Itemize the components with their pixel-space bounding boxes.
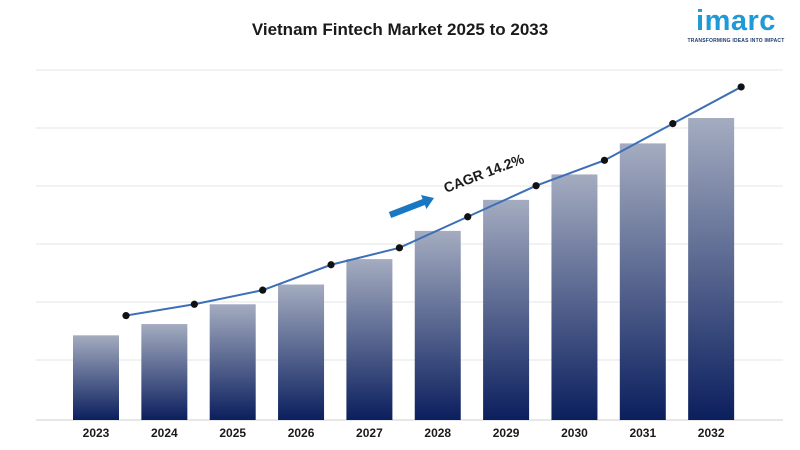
bar-2024 <box>141 324 188 420</box>
bar-2032 <box>688 117 735 420</box>
cagr-arrow-icon <box>388 194 434 218</box>
x-tick-label: 2025 <box>219 426 246 440</box>
trend-line-path <box>125 86 742 317</box>
x-tick-label: 2030 <box>561 426 588 440</box>
chart-title: Vietnam Fintech Market 2025 to 2033 <box>251 20 549 39</box>
trend-point-2029 <box>532 182 540 190</box>
trend-point-2028 <box>464 213 472 221</box>
x-tick-label: 2028 <box>424 426 451 440</box>
bar-2025 <box>209 304 256 420</box>
trend-point-2026 <box>327 261 335 269</box>
x-tick-label: 2031 <box>629 426 656 440</box>
trend-line <box>122 83 745 320</box>
trend-point-2027 <box>395 244 403 252</box>
logo-wordmark: imarc <box>696 5 776 37</box>
trend-point-2025 <box>259 286 267 294</box>
trend-point-2023 <box>122 311 130 320</box>
x-tick-label: 2023 <box>83 426 110 440</box>
bar-2026 <box>278 284 325 420</box>
x-tick-label: 2027 <box>356 426 383 440</box>
x-tick-label: 2026 <box>288 426 315 440</box>
cagr-label: CAGR 14.2% <box>441 150 526 196</box>
x-tick-label: 2024 <box>151 426 178 440</box>
x-tick-label: 2029 <box>493 426 520 440</box>
imarc-logo: imarc TRANSFORMING IDEAS INTO IMPACT <box>686 4 786 48</box>
bar-2029 <box>483 199 530 420</box>
x-tick-label: 2032 <box>698 426 725 440</box>
bar-2031 <box>619 143 666 421</box>
trend-point-2031 <box>669 120 677 128</box>
bars <box>73 117 735 421</box>
bar-2028 <box>414 230 461 420</box>
x-axis-tick-labels: 2023 2024 2025 2026 2027 2028 2029 2030 2031 2032 <box>83 426 725 440</box>
logo-tagline: TRANSFORMING IDEAS INTO IMPACT <box>687 38 785 44</box>
bar-2030 <box>551 174 598 420</box>
trend-point-2024 <box>190 300 198 308</box>
trend-point-2032 <box>737 83 745 91</box>
bar-2023 <box>73 335 119 420</box>
trend-point-2030 <box>600 156 609 164</box>
bar-2027 <box>346 259 393 420</box>
